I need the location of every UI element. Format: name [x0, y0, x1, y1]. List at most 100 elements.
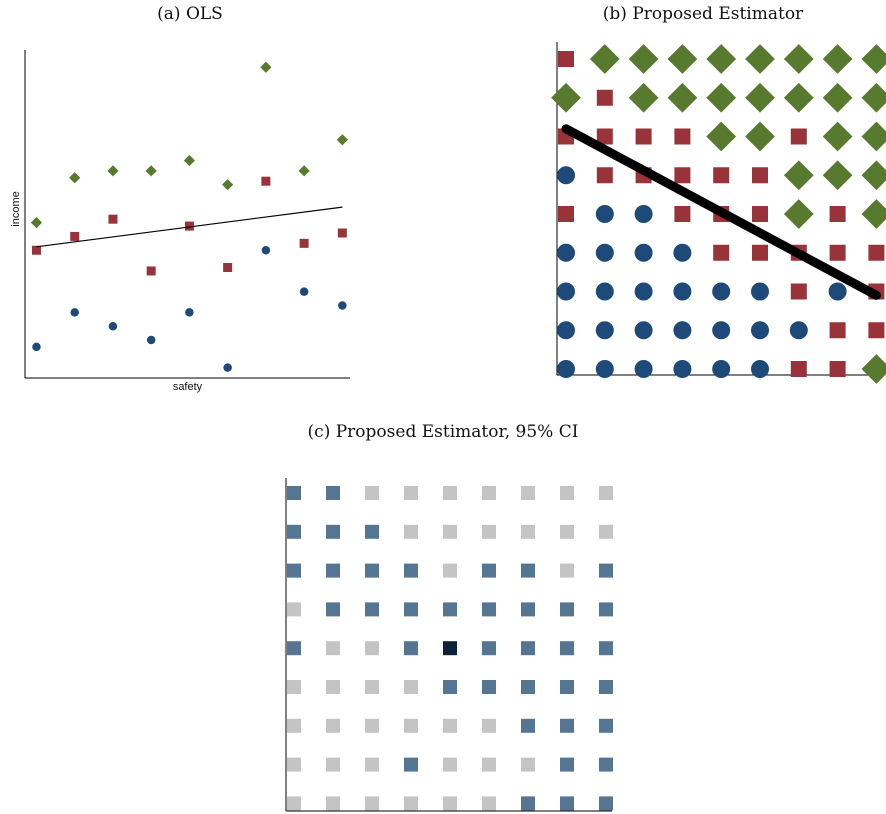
- heatmap-cell: [560, 680, 574, 694]
- data-point-square: [337, 228, 347, 238]
- heatmap-cell: [560, 757, 574, 772]
- heatmap-cell: [599, 486, 613, 500]
- grid-point-circle: [634, 360, 653, 378]
- grid-point-diamond: [745, 44, 775, 74]
- grid-point-square: [596, 128, 613, 145]
- panel-c: (c) Proposed Estimator, 95% CI: [250, 420, 636, 814]
- grid-point-diamond: [628, 44, 659, 74]
- heatmap-cell: [365, 602, 379, 617]
- heatmap-cell: [287, 718, 301, 733]
- grid-point-square: [674, 206, 691, 222]
- heatmap-cell: [365, 796, 379, 811]
- grid-point-square: [674, 167, 691, 184]
- heatmap-cell: [287, 641, 301, 656]
- grid-point-diamond: [706, 44, 737, 74]
- heatmap-cell: [404, 757, 418, 772]
- panel-b: (b) Proposed Estimator: [520, 0, 886, 390]
- heatmap-cell: [404, 563, 418, 578]
- grid-point-diamond: [861, 44, 886, 74]
- heatmap-cell: [560, 563, 574, 578]
- grid-point-diamond: [783, 44, 814, 74]
- grid-point-circle: [673, 360, 692, 378]
- grid-point-diamond: [861, 121, 886, 152]
- heatmap-cell: [599, 641, 613, 656]
- grid-point-circle: [673, 321, 692, 340]
- grid-point-circle: [751, 360, 769, 378]
- grid-point-square: [829, 206, 846, 222]
- grid-point-diamond: [667, 44, 698, 74]
- data-point-circle: [338, 301, 347, 310]
- estimator-fit-line: [561, 124, 881, 300]
- grid-point-diamond: [861, 354, 886, 384]
- heatmap-cell: [287, 757, 301, 772]
- grid-point-diamond: [861, 160, 886, 191]
- heatmap-cell: [560, 524, 574, 539]
- grid-point-circle: [595, 360, 614, 378]
- heatmap-cell: [443, 680, 457, 694]
- heatmap-cell: [443, 796, 457, 811]
- heatmap-cell: [365, 718, 379, 733]
- data-point-circle: [185, 308, 194, 317]
- heatmap-cell: [443, 563, 457, 578]
- grid-point-square: [713, 244, 730, 261]
- heatmap-cell: [560, 796, 574, 811]
- data-point-circle: [299, 287, 309, 296]
- grid-point-circle: [634, 243, 653, 262]
- grid-point-circle: [557, 321, 575, 340]
- grid-point-circle: [634, 205, 653, 223]
- data-point-diamond: [145, 165, 157, 177]
- grid-point-square: [752, 244, 768, 261]
- heatmap-cell: [482, 796, 496, 811]
- heatmap-cell: [560, 602, 574, 617]
- grid-point-square: [790, 361, 807, 377]
- heatmap-cell: [443, 641, 457, 656]
- heatmap-cell: [326, 486, 340, 500]
- heatmap-cell: [326, 796, 340, 811]
- heatmap-cell: [482, 486, 496, 500]
- grid-point-square: [790, 283, 807, 300]
- grid-point-square: [868, 244, 885, 261]
- data-point-diamond: [69, 172, 81, 184]
- grid-point-diamond: [822, 160, 853, 191]
- data-point-diamond: [298, 165, 310, 177]
- heatmap-cell: [560, 718, 574, 733]
- grid-point-diamond: [706, 82, 737, 113]
- grid-point-diamond: [667, 82, 698, 113]
- heatmap-cell: [443, 718, 457, 733]
- grid-point-circle: [712, 360, 731, 378]
- heatmap-cell: [287, 602, 301, 617]
- heatmap-cell: [521, 796, 535, 811]
- heatmap-cell: [326, 602, 340, 617]
- data-point-diamond: [222, 179, 234, 191]
- heatmap-cell: [287, 680, 301, 694]
- grid-point-diamond: [822, 44, 853, 74]
- heatmap-cell: [482, 563, 496, 578]
- grid-point-square: [829, 322, 846, 339]
- grid-point-circle: [595, 321, 614, 340]
- heatmap-cell: [521, 602, 535, 617]
- data-point-circle: [261, 246, 271, 255]
- grid-point-circle: [557, 282, 575, 301]
- panel-a: (a) OLS safety income: [0, 0, 380, 393]
- data-point-square: [223, 263, 233, 273]
- grid-point-circle: [712, 321, 731, 340]
- heatmap-cell: [404, 524, 418, 539]
- data-point-diamond: [30, 217, 43, 229]
- heatmap-cell: [599, 680, 613, 694]
- data-point-square: [31, 245, 41, 255]
- data-point-circle: [223, 363, 232, 372]
- grid-point-square: [790, 128, 807, 145]
- grid-point-circle: [789, 321, 808, 340]
- grid-point-diamond: [745, 82, 775, 113]
- grid-point-square: [829, 244, 846, 261]
- heatmap-cell: [482, 602, 496, 617]
- heatmap-cell: [326, 524, 340, 539]
- y-axis-label: income: [10, 191, 22, 226]
- heatmap-cell: [326, 718, 340, 733]
- heatmap-cell: [482, 718, 496, 733]
- heatmap-cell: [482, 641, 496, 656]
- heatmap-cell: [404, 718, 418, 733]
- grid-point-square: [596, 89, 613, 106]
- heatmap-cell: [521, 757, 535, 772]
- data-point-diamond: [107, 165, 119, 177]
